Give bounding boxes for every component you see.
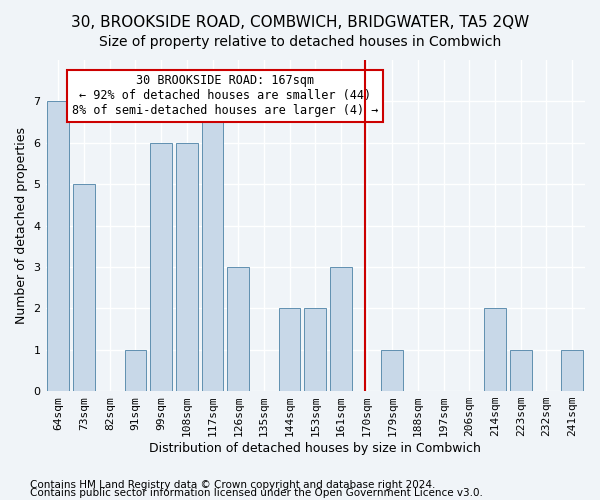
Text: 30, BROOKSIDE ROAD, COMBWICH, BRIDGWATER, TA5 2QW: 30, BROOKSIDE ROAD, COMBWICH, BRIDGWATER… [71, 15, 529, 30]
Bar [304, 308, 326, 391]
Bar [561, 350, 583, 391]
Bar [125, 350, 146, 391]
Y-axis label: Number of detached properties: Number of detached properties [15, 127, 28, 324]
Bar [484, 308, 506, 391]
Bar [227, 267, 249, 391]
Bar [47, 102, 70, 391]
Bar [150, 143, 172, 391]
Text: Size of property relative to detached houses in Combwich: Size of property relative to detached ho… [99, 35, 501, 49]
Bar [510, 350, 532, 391]
Text: Contains public sector information licensed under the Open Government Licence v3: Contains public sector information licen… [30, 488, 483, 498]
Text: Contains HM Land Registry data © Crown copyright and database right 2024.: Contains HM Land Registry data © Crown c… [30, 480, 436, 490]
Bar [382, 350, 403, 391]
Bar [278, 308, 301, 391]
X-axis label: Distribution of detached houses by size in Combwich: Distribution of detached houses by size … [149, 442, 481, 455]
Bar [73, 184, 95, 391]
Bar [202, 102, 223, 391]
Bar [330, 267, 352, 391]
Text: 30 BROOKSIDE ROAD: 167sqm
← 92% of detached houses are smaller (44)
8% of semi-d: 30 BROOKSIDE ROAD: 167sqm ← 92% of detac… [72, 74, 379, 118]
Bar [176, 143, 198, 391]
